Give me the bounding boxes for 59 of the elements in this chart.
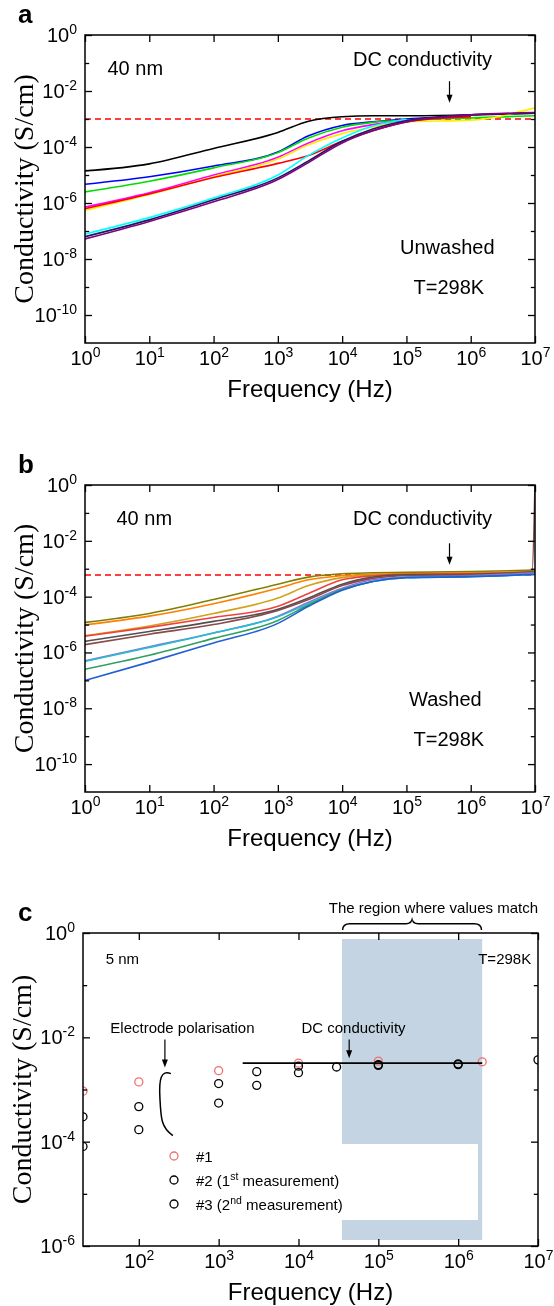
x-tick-label: 10$^{5}$: [363, 1247, 395, 1273]
y-tick-label: 10$^{0}$: [44, 918, 76, 944]
x-tick-label: 10$^{4}$: [283, 1247, 315, 1273]
x-tick-label: 10$^{5}$: [391, 344, 423, 370]
y-tick-label: 10$^{-8}$: [42, 694, 78, 720]
x-tick-label: 10$^{7}$: [520, 793, 551, 819]
annotation: DC conductivity: [353, 506, 492, 529]
x-tick-label: 10$^{4}$: [327, 344, 358, 370]
annotation: 5 nm: [105, 950, 140, 968]
x-tick-label: 10$^{0}$: [70, 344, 101, 370]
x-tick-label: 10$^{7}$: [523, 1247, 554, 1273]
x-tick-label: 10$^{2}$: [199, 344, 230, 370]
annotation: DC conductivity: [301, 1019, 407, 1037]
annotation: 40 nm: [107, 57, 164, 80]
x-tick-label: 10$^{6}$: [456, 793, 487, 819]
x-tick-label: 10$^{2}$: [124, 1247, 155, 1273]
annotation: Washed: [409, 688, 482, 711]
y-tick-label: 10$^{-4}$: [40, 1127, 76, 1153]
y-tick-label: 10$^{-8}$: [42, 244, 78, 270]
annotation: DC conductivity: [353, 47, 492, 70]
y-tick-label: 10$^{0}$: [46, 20, 78, 46]
x-tick-label: 10$^{6}$: [456, 344, 487, 370]
x-tick-label: 10$^{5}$: [391, 793, 423, 819]
x-tick-label: 10$^{4}$: [327, 793, 358, 819]
x-axis-title: Frequency (Hz): [227, 824, 393, 851]
annotation: T=298K: [413, 727, 485, 750]
y-tick-label: 10$^{-2}$: [40, 1023, 76, 1049]
y-tick-label: 10$^{-6}$: [42, 188, 78, 214]
y-tick-label: 10$^{-6}$: [42, 638, 78, 664]
y-tick-label: 10$^{-4}$: [42, 582, 78, 608]
annotation: Unwashed: [400, 235, 495, 258]
y-tick-label: 10$^{-6}$: [40, 1231, 76, 1257]
annotation: T=298K: [413, 275, 485, 298]
legend-label: #1: [196, 1148, 213, 1165]
y-tick-label: 10$^{-4}$: [42, 132, 78, 158]
annotation: T=298K: [478, 950, 532, 968]
x-axis-title: Frequency (Hz): [227, 375, 393, 402]
x-tick-label: 10$^{7}$: [520, 344, 551, 370]
x-tick-label: 10$^{3}$: [204, 1247, 235, 1273]
band-label: The region where values match: [328, 899, 538, 916]
y-tick-label: 10$^{-2}$: [42, 76, 78, 102]
x-axis-title: Frequency (Hz): [227, 1278, 394, 1305]
chart-title: b: [18, 449, 34, 479]
x-tick-label: 10$^{3}$: [263, 344, 294, 370]
chart-title: a: [18, 0, 33, 29]
chart-title: c: [18, 897, 33, 927]
annotation: Electrode polarisation: [110, 1019, 255, 1037]
x-tick-label: 10$^{3}$: [263, 793, 294, 819]
y-axis-title: Conductivity (S/cm): [6, 974, 37, 1205]
x-tick-label: 10$^{1}$: [134, 344, 166, 370]
x-tick-label: 10$^{0}$: [70, 793, 101, 819]
legend-label: #2 (1$^{st}$ measurement): [196, 1170, 340, 1189]
annotation: 40 nm: [116, 506, 173, 529]
x-tick-label: 10$^{1}$: [134, 793, 166, 819]
y-tick-label: 10$^{0}$: [46, 470, 78, 496]
legend-label: #3 (2$^{nd}$ measurement): [196, 1194, 343, 1213]
x-tick-label: 10$^{2}$: [199, 793, 230, 819]
y-tick-label: 10$^{-2}$: [42, 526, 78, 552]
x-tick-label: 10$^{6}$: [443, 1247, 474, 1273]
